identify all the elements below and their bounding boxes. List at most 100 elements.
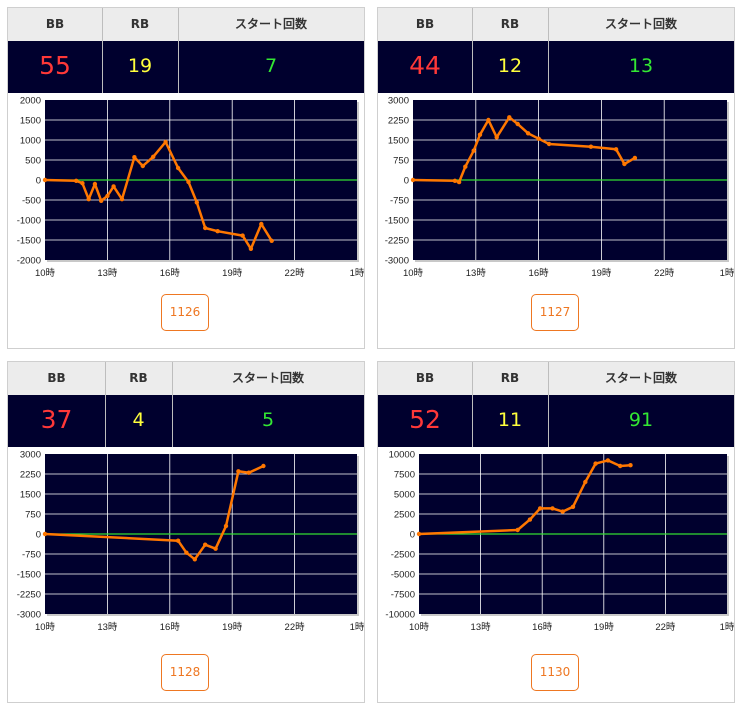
header-rb: RB [500,17,520,31]
rb-count: 12 [497,55,523,77]
data-point [236,469,241,474]
data-point [86,197,91,202]
balance-chart: 100007500500025000-2500-5000-7500-100001… [385,450,734,634]
x-tick-label: 1時 [720,622,734,633]
x-tick-label: 22時 [654,268,675,279]
series-line [44,140,273,251]
header-rb: RB [500,371,520,385]
y-tick-label: -1500 [385,216,409,227]
data-point [215,229,220,234]
machine-card-1128: BB RB スタート回数 37 4 5 3000 2250 1500 750 0 -750 -1500 -… [7,361,365,703]
data-point [410,177,416,183]
x-tick-label: 1時 [720,268,734,279]
machine-card-1127: BB RB スタート回数 44 12 13 3000 2250 1500 750 0 -750 -150… [377,7,735,349]
data-point [486,117,491,123]
y-tick-label: 0 [36,176,41,187]
y-tick-label: -2500 [391,550,415,561]
rb-count: 11 [497,409,523,431]
series-line [418,459,631,536]
y-tick-label: -750 [22,550,41,561]
column-divider [105,362,106,447]
x-tick-label: 13時 [97,268,118,279]
stats-values: 37 4 5 [8,395,364,447]
data-point [163,139,168,145]
start-count: 13 [628,55,654,77]
x-tick-label: 22時 [655,622,676,633]
data-point [42,177,48,183]
header-start: スタート回数 [604,371,677,385]
data-point [546,141,552,147]
data-point [259,221,264,227]
y-tick-label: 3000 [20,450,41,461]
y-tick-label: -1000 [17,216,41,227]
y-tick-label: 0 [410,530,415,541]
data-point [537,506,543,511]
data-point [525,131,531,136]
column-divider [172,362,173,447]
data-point [613,147,619,152]
data-point [223,523,229,529]
header-bb: BB [415,17,435,31]
data-point [477,132,483,137]
stats-values: 52 11 91 [378,395,734,447]
column-divider [548,8,549,93]
y-tick-label: -1500 [17,570,41,581]
header-start: スタート回数 [231,371,304,385]
y-tick-label: -1500 [17,236,41,247]
header-start: スタート回数 [604,17,677,31]
bb-count: 52 [409,405,441,434]
x-tick-label: 10時 [409,622,430,633]
data-point [515,121,520,127]
stats-header: BB RB スタート回数 [8,8,364,41]
machine-card-1130: BB RB スタート回数 52 11 91 10000 7500 5000 2500 0 -2500 -… [377,361,735,703]
y-tick-label: -2250 [385,236,409,247]
y-tick-label: 2000 [20,96,41,107]
column-divider [102,8,103,93]
column-divider [472,362,473,447]
data-point [111,184,116,189]
data-point [452,178,458,183]
y-tick-label: 0 [404,176,409,187]
data-point [184,550,189,555]
data-point [105,193,110,199]
y-tick-label: 2500 [394,510,415,521]
data-point [246,470,251,475]
data-point [632,155,638,161]
y-tick-label: 1500 [20,490,41,501]
machine-number-button[interactable]: 1127 [531,294,579,331]
data-point [583,479,588,485]
machine-number-button[interactable]: 1128 [161,654,209,691]
data-point [203,542,208,547]
x-tick-label: 1時 [350,622,364,633]
data-point [203,225,208,231]
data-point [175,538,181,543]
y-tick-label: 5000 [394,490,415,501]
data-point [269,238,274,243]
y-tick-label: 10000 [389,450,415,461]
y-tick-label: 1500 [20,116,41,127]
column-divider [472,8,473,93]
data-point [132,155,137,160]
data-point [151,154,156,159]
bb-count: 55 [39,51,71,80]
x-tick-label: 19時 [222,268,243,279]
y-tick-label: -3000 [385,256,409,267]
y-tick-label: -2000 [17,256,41,267]
data-point [248,246,254,251]
y-tick-label: -3000 [17,610,41,621]
data-point [261,463,266,469]
data-point [605,458,611,463]
y-tick-label: -2250 [17,590,41,601]
x-tick-label: 16時 [160,622,181,633]
header-rb: RB [129,371,148,385]
machine-number-button[interactable]: 1130 [531,654,579,691]
data-point [119,197,125,202]
data-point [99,198,104,203]
data-point [175,165,181,171]
y-tick-label: -750 [390,196,409,207]
x-tick-label: 13時 [97,622,118,633]
machine-number-button[interactable]: 1126 [161,294,209,331]
start-count: 5 [261,409,275,431]
